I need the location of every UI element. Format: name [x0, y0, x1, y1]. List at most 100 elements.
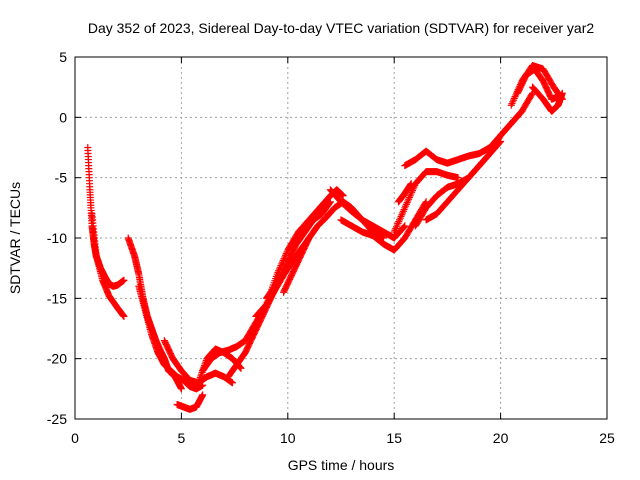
data-point: [394, 219, 402, 227]
data-point: [391, 226, 399, 234]
data-series: [173, 391, 207, 413]
data-point: [408, 188, 416, 196]
data-point: [274, 268, 282, 276]
data-point: [400, 223, 408, 231]
y-tick-label: -15: [47, 290, 67, 306]
data-point: [283, 248, 291, 256]
x-axis-label: GPS time / hours: [288, 457, 395, 473]
data-series: [252, 186, 347, 320]
y-tick-label: -5: [55, 170, 68, 186]
data-point: [277, 262, 285, 270]
data-point: [396, 216, 404, 224]
y-tick-label: 5: [59, 49, 67, 65]
data-point: [397, 212, 405, 220]
data-point: [339, 192, 347, 200]
data-point: [390, 228, 398, 236]
y-axis-label: SDTVAR / TECUs: [7, 182, 23, 294]
data-point: [197, 372, 205, 380]
data-point: [275, 265, 283, 273]
data-point: [195, 377, 203, 385]
data-point: [196, 375, 204, 383]
data-point: [237, 364, 245, 372]
data-point: [401, 222, 409, 230]
data-point: [199, 391, 207, 399]
data-point: [496, 138, 504, 146]
data-point: [194, 379, 202, 387]
data-point: [399, 209, 407, 217]
data-point: [177, 385, 185, 393]
x-tick-label: 20: [493, 430, 509, 446]
data-point: [396, 214, 404, 222]
data-point: [399, 224, 407, 232]
data-point: [275, 267, 283, 275]
data-point: [402, 202, 410, 210]
data-point: [509, 98, 517, 106]
data-point: [507, 101, 515, 109]
data-point: [273, 270, 281, 278]
data-point: [497, 137, 505, 145]
data-series: [88, 210, 128, 320]
data-point: [406, 192, 414, 200]
data-series: [337, 198, 430, 254]
x-tick-label: 15: [386, 430, 402, 446]
data-point: [402, 200, 410, 208]
data-point: [404, 197, 412, 205]
data-point: [516, 109, 524, 117]
x-tick-label: 0: [71, 430, 79, 446]
data-series: [390, 168, 462, 236]
data-point: [392, 225, 400, 233]
data-point: [196, 374, 204, 382]
x-tick-label: 25: [599, 430, 615, 446]
data-point: [399, 207, 407, 215]
data-point: [392, 223, 400, 231]
data-point: [518, 107, 526, 115]
data-point: [517, 108, 525, 116]
data-series: [124, 234, 185, 393]
data-point: [262, 301, 270, 309]
y-tick-label: -25: [47, 411, 67, 427]
data-series: [394, 180, 415, 206]
data-series: [529, 83, 566, 115]
data-point: [228, 379, 236, 387]
plot-frame: [74, 56, 608, 420]
x-tick-label: 5: [178, 430, 186, 446]
data-point: [278, 258, 286, 266]
data-point: [393, 221, 401, 229]
y-tick-label: 0: [59, 109, 67, 125]
data-point: [528, 90, 536, 98]
grid: [75, 57, 607, 419]
data-point: [508, 100, 516, 108]
chart-title: Day 352 of 2023, Sidereal Day-to-day VTE…: [88, 20, 594, 36]
data-point: [395, 218, 403, 226]
data-point: [495, 139, 503, 147]
data-point: [278, 260, 286, 268]
data-point: [120, 312, 128, 320]
data-point: [120, 276, 128, 284]
data-point: [282, 251, 290, 259]
data-point: [197, 370, 205, 378]
data-point: [282, 250, 290, 258]
data-point: [407, 190, 415, 198]
data-point: [276, 263, 284, 271]
data-point: [380, 234, 388, 242]
data-point: [398, 211, 406, 219]
data-series: [411, 107, 526, 230]
data-point: [261, 302, 269, 310]
data-series: [422, 137, 505, 224]
x-tick-label: 10: [280, 430, 296, 446]
data-point: [558, 89, 566, 97]
data-points: [84, 61, 566, 413]
data-point: [401, 204, 409, 212]
data-point: [403, 199, 411, 207]
data-point: [280, 255, 288, 263]
y-tick-label: -10: [47, 230, 67, 246]
data-point: [510, 96, 518, 104]
data-point: [400, 206, 408, 214]
data-point: [405, 195, 413, 203]
data-point: [407, 180, 415, 188]
data-point: [281, 253, 289, 261]
data-point: [405, 193, 413, 201]
data-point: [510, 94, 518, 102]
y-tick-label: -20: [47, 351, 67, 367]
